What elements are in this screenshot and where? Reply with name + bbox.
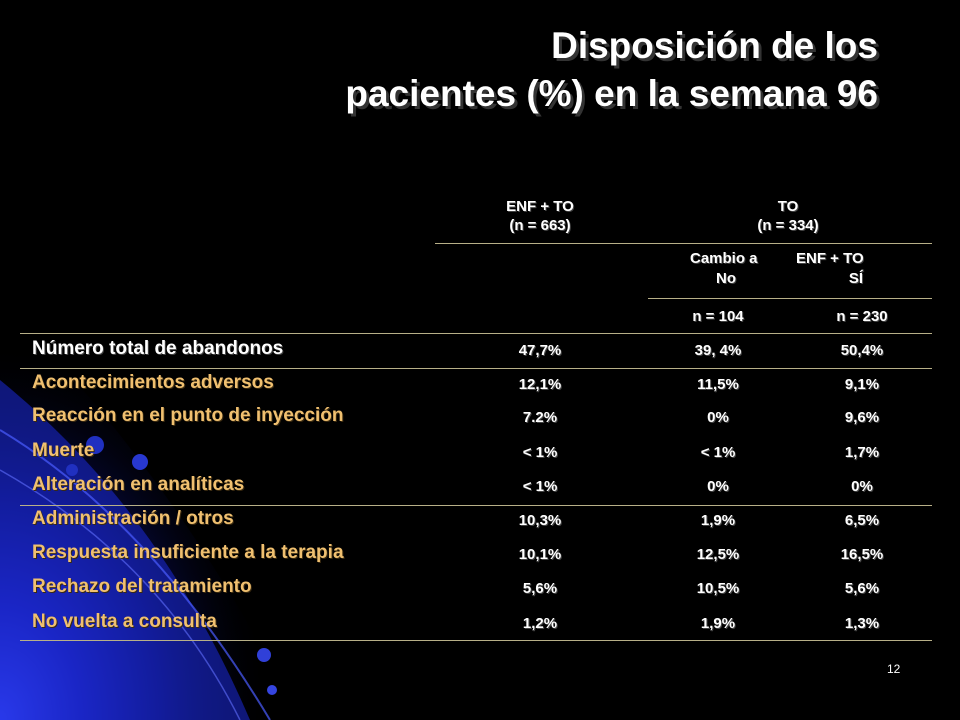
table-cell-no: 12,5% [696,546,740,563]
table-cell-no: 0% [707,478,729,495]
table-cell-enf: 10,3% [518,512,562,529]
table-cell-si: 1,7% [844,444,880,461]
header-switch-suffix: ENF + TO [796,250,864,267]
table-cell-enf: < 1% [522,444,558,461]
header-enf-to: ENF + TO (n = 663) [480,197,600,235]
header-to-line2: (n = 334) [757,217,819,234]
row-divider-3 [20,640,932,641]
header-enf-to-line1: ENF + TO [506,198,574,215]
table-cell-si: 16,5% [840,546,884,563]
table-cell-enf: 12,1% [518,376,562,393]
table-cell-si: 0% [851,478,873,495]
row-label: Muerte [32,440,95,461]
header-n-no: n = 104 [692,308,744,325]
row-label: Reacción en el punto de inyección [32,405,344,426]
header-divider-bottom [20,333,932,334]
table-cell-enf: 7.2% [522,409,558,426]
table-cell-no: < 1% [700,444,736,461]
table-cell-si: 1,3% [844,615,880,632]
row-label: Alteración en analíticas [32,474,245,495]
header-divider-mid [648,298,932,299]
header-n-si: n = 230 [836,308,888,325]
title-line-1: Disposición de los [551,25,878,66]
slide-title: Disposición de los pacientes (%) en la s… [345,22,878,118]
row-label: No vuelta a consulta [32,611,217,632]
table-cell-enf: 10,1% [518,546,562,563]
row-label: Número total de abandonos [32,338,284,359]
header-divider-top [435,243,932,244]
row-divider-1 [20,368,932,369]
table-cell-no: 1,9% [700,512,736,529]
header-to-line1: TO [777,198,799,215]
table-cell-no: 39, 4% [694,342,742,359]
table-cell-enf: 1,2% [522,615,558,632]
table-cell-si: 6,5% [844,512,880,529]
table-cell-enf: 5,6% [522,580,558,597]
table-cell-enf: 47,7% [518,342,562,359]
header-enf-to-line2: (n = 663) [509,217,571,234]
table-cell-no: 0% [707,409,729,426]
table-cell-no: 1,9% [700,615,736,632]
row-divider-2 [20,505,932,506]
title-line-2: pacientes (%) en la semana 96 [345,73,878,114]
header-to: TO (n = 334) [728,197,848,235]
row-label: Acontecimientos adversos [32,372,274,393]
row-label: Respuesta insuficiente a la terapia [32,542,344,563]
table-cell-no: 10,5% [696,580,740,597]
header-no: No [716,270,736,287]
table-cell-no: 11,5% [697,376,739,393]
header-switch-prefix: Cambio a [690,250,758,267]
table-cell-si: 9,6% [844,409,880,426]
row-label: Rechazo del tratamiento [32,576,252,597]
page-number: 12 [887,662,901,676]
table-cell-enf: < 1% [522,478,558,495]
table-cell-si: 50,4% [840,342,884,359]
row-label: Administración / otros [32,508,234,529]
table-cell-si: 9,1% [844,376,880,393]
table-cell-si: 5,6% [844,580,880,597]
header-si: SÍ [848,270,864,287]
